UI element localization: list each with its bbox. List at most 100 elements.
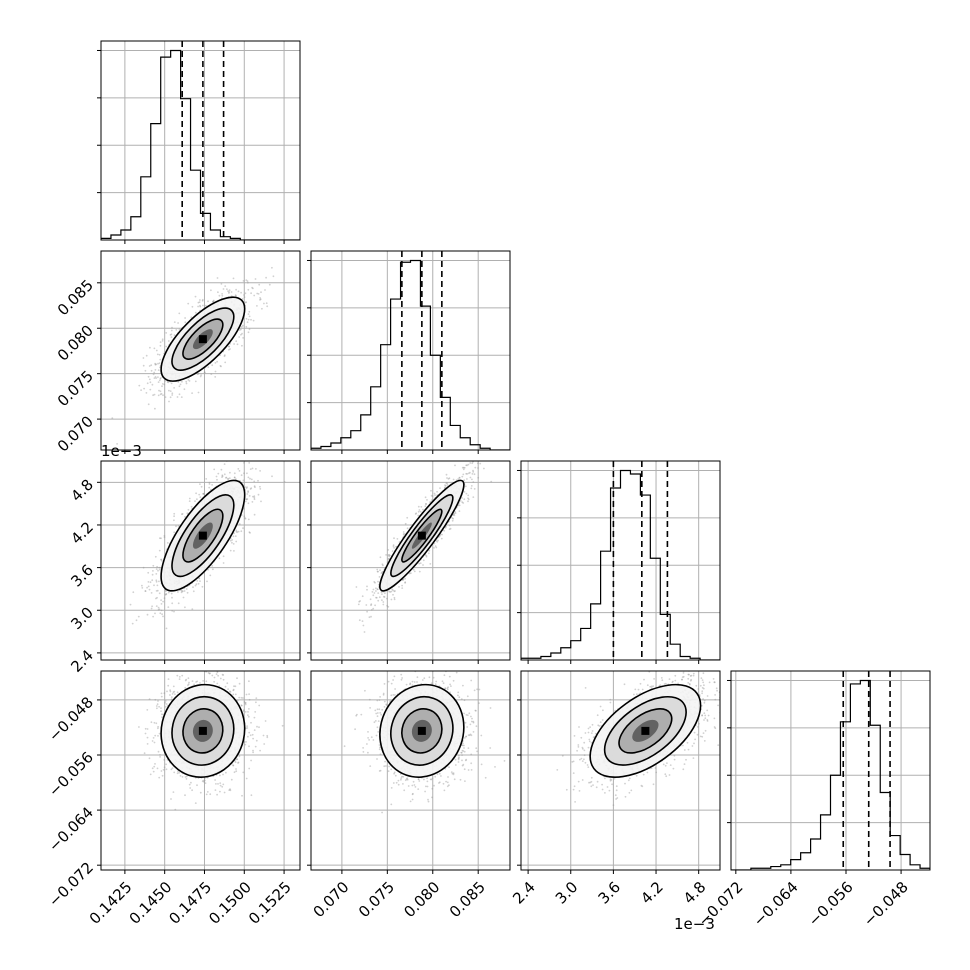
sample-point — [382, 603, 385, 606]
sample-point — [428, 549, 431, 552]
sample-point — [247, 288, 250, 291]
sample-point — [169, 334, 172, 336]
sample-point — [160, 558, 163, 561]
sample-point — [222, 562, 225, 564]
sample-point — [237, 290, 240, 293]
sample-point — [244, 301, 247, 304]
sample-point — [159, 537, 161, 540]
sample-point — [175, 329, 178, 331]
sample-point — [155, 349, 158, 352]
sample-point — [261, 307, 263, 310]
sample-point — [242, 479, 245, 482]
sample-point — [413, 570, 416, 573]
sample-point — [131, 622, 134, 625]
sample-point — [242, 527, 244, 529]
sample-point — [381, 563, 384, 566]
sample-point — [464, 485, 467, 488]
sample-point — [156, 596, 158, 599]
sample-point — [147, 375, 150, 378]
sample-point — [235, 288, 238, 291]
sample-point — [188, 380, 191, 382]
sample-point — [212, 301, 214, 303]
sample-point — [246, 498, 249, 500]
sample-point — [159, 341, 162, 344]
sample-point — [149, 381, 152, 384]
sample-point — [220, 283, 223, 285]
sample-point — [160, 609, 163, 612]
sample-point — [154, 407, 156, 410]
sample-point — [153, 347, 156, 350]
sample-point — [466, 464, 468, 467]
sample-point — [419, 510, 422, 513]
sample-point — [240, 474, 243, 477]
sample-point — [256, 305, 258, 307]
sample-point — [233, 472, 236, 475]
sample-point — [161, 560, 163, 562]
sample-point — [171, 610, 174, 612]
sample-point — [461, 475, 464, 478]
sample-point — [401, 584, 403, 587]
sample-point — [372, 594, 375, 597]
sample-point — [246, 321, 249, 324]
sample-point — [229, 549, 232, 552]
sample-point — [376, 588, 379, 590]
sample-point — [244, 517, 246, 519]
sample-point — [156, 584, 159, 587]
sample-point — [260, 291, 262, 294]
sample-point — [153, 371, 156, 374]
sample-point — [221, 475, 224, 478]
sample-point — [392, 544, 395, 546]
sample-point — [250, 478, 253, 481]
sample-point — [216, 277, 219, 279]
sample-point — [366, 585, 368, 588]
sample-point — [194, 584, 197, 587]
sample-point — [148, 365, 151, 367]
sample-point — [439, 534, 441, 537]
sample-point — [198, 493, 201, 496]
sample-point — [160, 558, 162, 561]
sample-point — [197, 582, 200, 585]
sample-point — [187, 302, 190, 305]
sample-point — [207, 568, 210, 571]
sample-point — [147, 403, 150, 406]
sample-point — [381, 571, 383, 574]
sample-point — [170, 333, 173, 336]
sample-point — [171, 392, 174, 395]
sample-point — [150, 364, 153, 367]
panel-1-1 — [307, 250, 511, 454]
panel-content — [355, 461, 493, 633]
sample-point — [372, 588, 375, 591]
sample-point — [228, 477, 231, 480]
sample-point — [233, 532, 235, 535]
sample-point — [201, 298, 204, 301]
sample-point — [380, 572, 383, 575]
sample-point — [208, 486, 211, 489]
sample-point — [375, 590, 377, 592]
sample-point — [414, 513, 417, 515]
sample-point — [199, 496, 202, 498]
sample-point — [143, 387, 146, 390]
panel-frame — [310, 250, 511, 451]
sample-point — [159, 377, 162, 380]
panel-2-1 — [307, 460, 511, 664]
sample-point — [202, 304, 204, 307]
sample-point — [417, 510, 420, 513]
sample-point — [235, 529, 238, 532]
sample-point — [235, 540, 238, 543]
sample-point — [142, 364, 145, 367]
sample-point — [378, 576, 381, 578]
sample-point — [388, 590, 391, 593]
sample-point — [162, 394, 164, 397]
sample-point — [370, 615, 372, 618]
sample-point — [422, 559, 425, 562]
sample-point — [372, 607, 375, 610]
sample-point — [167, 340, 170, 342]
sample-point — [241, 344, 243, 347]
sample-point — [224, 361, 227, 364]
sample-point — [157, 569, 159, 572]
sample-point — [141, 587, 144, 589]
sample-point — [424, 505, 427, 508]
sample-point — [453, 513, 456, 515]
sample-point — [206, 580, 208, 583]
sample-point — [237, 468, 240, 470]
